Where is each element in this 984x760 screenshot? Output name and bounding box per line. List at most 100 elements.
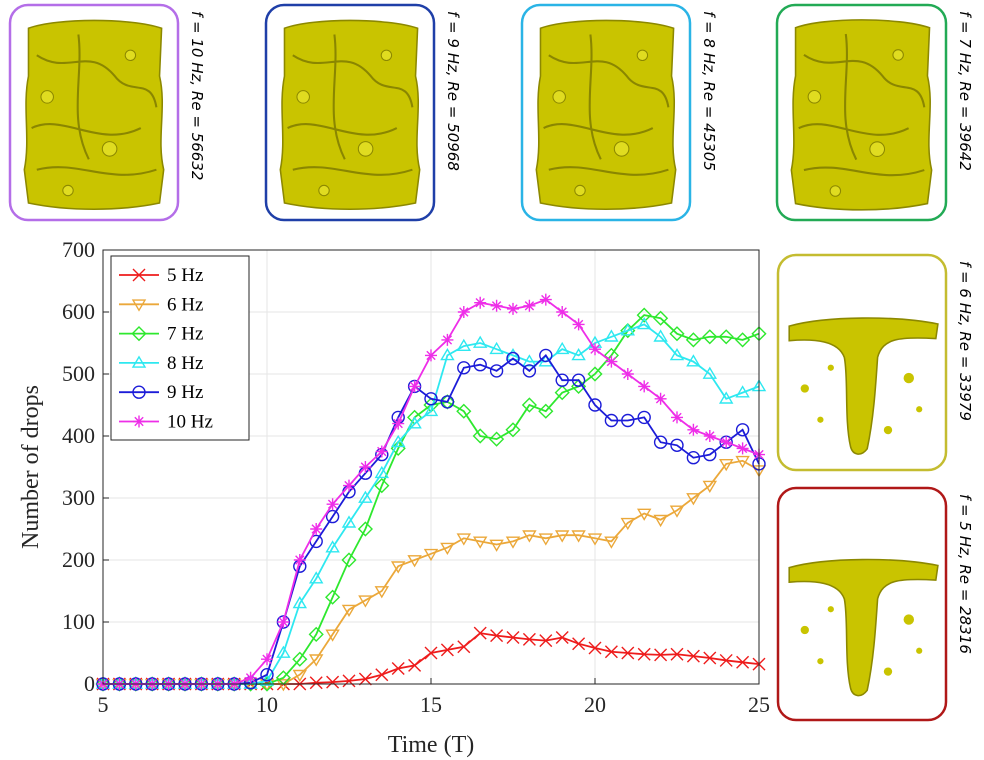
x-tick-label: 10 [256,692,278,717]
panel-label: f = 8 Hz, Re = 45305 [700,11,718,171]
marker [390,434,406,448]
legend-marker [131,326,147,342]
marker [260,668,274,682]
marker [720,436,733,449]
marker [571,530,586,543]
marker [505,536,521,549]
marker [572,318,585,331]
panels: f = 10 Hz, Re = 56632 f = 9 Hz, Re = 5096… [8,3,974,722]
legend: 5 Hz 6 Hz 7 Hz 8 Hz 9 Hz 10 Hz [110,255,250,441]
marker [506,631,520,644]
y-axis-label: Number of drops [18,385,44,549]
marker [343,479,355,492]
legend-marker [131,299,147,312]
marker [604,413,619,428]
marker [620,517,636,531]
panel-label: f = 7 Hz, Re = 39642 [956,11,974,171]
marker [735,423,750,437]
marker [473,626,487,640]
marker [685,332,701,348]
marker [522,354,537,367]
marker [538,403,554,419]
marker [521,397,537,413]
marker [390,561,406,574]
marker [391,662,405,675]
marker [636,508,652,521]
marker [702,480,718,493]
marker [636,317,652,330]
marker [653,435,668,449]
marker [539,293,552,306]
marker [670,438,684,452]
x-tick-label: 25 [748,692,770,717]
marker [702,366,718,379]
marker [357,521,373,537]
marker [588,398,602,412]
marker [440,348,455,361]
legend-label: 9 Hz [167,382,203,403]
marker [636,307,652,323]
marker [457,640,471,654]
marker [424,646,438,660]
marker [341,515,357,528]
marker [472,428,488,444]
marker [276,679,291,692]
marker [522,632,536,646]
marker [687,423,700,436]
marker [523,299,536,312]
marker [703,447,717,462]
marker [587,366,603,382]
marker [424,392,438,406]
y-tick-label: 700 [62,237,95,262]
marker [735,385,750,398]
legend-marker [133,415,145,428]
marker [341,552,357,568]
marker [490,299,503,312]
marker [604,536,619,549]
marker [277,616,290,628]
marker [489,341,504,355]
marker [358,595,373,608]
y-tick-label: 200 [62,547,95,572]
marker [554,341,570,355]
marker [440,643,454,657]
marker [621,646,635,660]
marker [293,554,306,566]
marker [718,459,734,472]
panel-label: f = 9 Hz, Re = 50968 [444,11,462,171]
marker [292,669,308,683]
marker [505,422,521,438]
y-tick-label: 500 [62,361,95,386]
marker [571,348,586,361]
marker [735,332,751,348]
marker [589,343,601,356]
marker [653,329,668,342]
marker [588,641,602,655]
marker [522,364,537,378]
marker [489,431,505,447]
marker [637,647,651,661]
marker [359,461,372,473]
x-axis-label: Time (T) [388,732,474,758]
marker [718,329,734,345]
marker [407,555,422,568]
marker [325,589,341,605]
marker [408,380,421,393]
marker [571,373,586,387]
marker [244,671,257,684]
marker [425,349,437,362]
marker [554,530,570,543]
y-tick-label: 0 [84,671,95,696]
marker [555,631,569,644]
legend-marker [132,385,146,399]
marker [292,651,308,667]
marker [456,338,472,351]
marker [670,647,684,661]
marker [621,368,634,380]
legend-label: 6 Hz [167,294,203,315]
marker [703,651,717,665]
marker [686,451,701,465]
marker [473,358,487,372]
marker [325,629,340,642]
